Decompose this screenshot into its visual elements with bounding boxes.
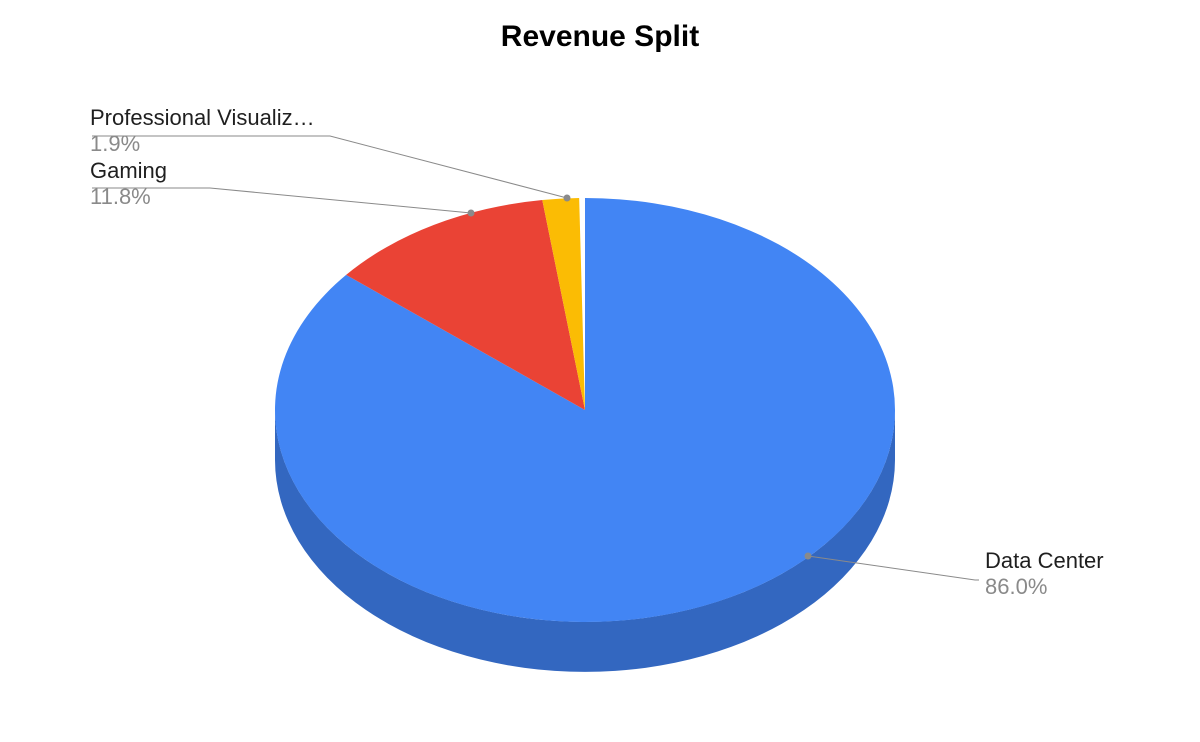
revenue-pie-chart: Data Center86.0% Gaming11.8% Professional … (0, 0, 1200, 742)
slice-label-pct: 86.0% (985, 574, 1047, 599)
slice-label-name: Professional Visualiz… (90, 105, 315, 130)
leader-dot (564, 195, 571, 202)
slice-label-name: Data Center (985, 548, 1104, 573)
slice-label-name: Gaming (90, 158, 167, 183)
leader-dot (805, 553, 812, 560)
slice-label-pct: 11.8% (90, 184, 151, 209)
leader-dot (468, 210, 475, 217)
slice-label-pct: 1.9% (90, 131, 140, 156)
